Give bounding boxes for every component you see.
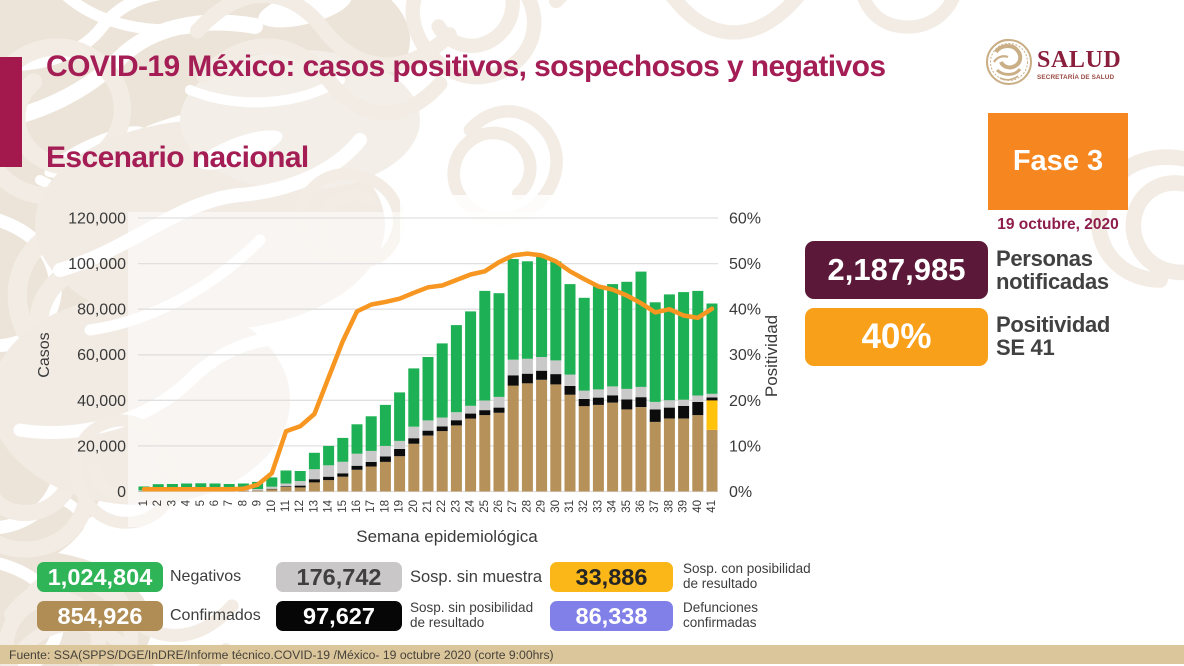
svg-text:37: 37 <box>649 500 661 513</box>
svg-text:15: 15 <box>337 500 349 513</box>
svg-text:30: 30 <box>550 500 562 513</box>
svg-text:41: 41 <box>706 500 718 513</box>
svg-text:20%: 20% <box>729 393 761 410</box>
svg-text:9: 9 <box>252 500 264 506</box>
svg-text:5: 5 <box>195 500 207 506</box>
svg-text:12: 12 <box>294 500 306 513</box>
svg-text:26: 26 <box>493 500 505 513</box>
svg-text:33: 33 <box>592 500 604 513</box>
svg-text:40,000: 40,000 <box>77 393 126 410</box>
svg-text:20,000: 20,000 <box>77 438 126 455</box>
svg-text:Semana epidemiológica: Semana epidemiológica <box>356 527 538 546</box>
svg-text:22: 22 <box>436 500 448 513</box>
svg-text:10: 10 <box>266 500 278 513</box>
svg-text:60,000: 60,000 <box>77 347 126 364</box>
svg-text:7: 7 <box>223 500 235 506</box>
svg-text:1: 1 <box>138 500 150 506</box>
svg-text:29: 29 <box>536 500 548 513</box>
svg-text:6: 6 <box>209 500 221 506</box>
svg-text:21: 21 <box>422 500 434 513</box>
svg-text:23: 23 <box>450 500 462 513</box>
svg-text:32: 32 <box>578 500 590 513</box>
svg-text:27: 27 <box>507 500 519 513</box>
svg-text:100,000: 100,000 <box>68 256 126 273</box>
svg-text:8: 8 <box>237 500 249 506</box>
svg-text:20: 20 <box>408 500 420 513</box>
svg-text:30%: 30% <box>729 347 761 364</box>
svg-text:14: 14 <box>323 499 335 512</box>
svg-text:10%: 10% <box>729 438 761 455</box>
svg-text:34: 34 <box>607 499 619 512</box>
svg-text:3: 3 <box>166 500 178 506</box>
svg-text:4: 4 <box>181 499 193 506</box>
svg-text:Positividad: Positividad <box>762 315 781 397</box>
svg-text:18: 18 <box>379 500 391 513</box>
svg-text:SALUD: SALUD <box>1037 47 1121 73</box>
svg-text:0%: 0% <box>729 484 752 501</box>
svg-text:11: 11 <box>280 500 292 512</box>
svg-text:25: 25 <box>479 500 491 513</box>
svg-text:24: 24 <box>465 499 477 512</box>
svg-text:120,000: 120,000 <box>68 211 126 228</box>
svg-text:19: 19 <box>394 500 406 513</box>
svg-text:17: 17 <box>365 500 377 513</box>
svg-text:Casos: Casos <box>36 332 53 377</box>
svg-text:80,000: 80,000 <box>77 302 126 319</box>
svg-text:60%: 60% <box>729 211 761 228</box>
svg-text:39: 39 <box>678 500 690 513</box>
svg-text:40%: 40% <box>729 302 761 319</box>
svg-text:36: 36 <box>635 500 647 513</box>
svg-text:38: 38 <box>663 500 675 513</box>
svg-text:2: 2 <box>152 500 164 506</box>
svg-text:35: 35 <box>621 500 633 513</box>
svg-text:40: 40 <box>692 500 704 513</box>
svg-text:SECRETARÍA DE SALUD: SECRETARÍA DE SALUD <box>1037 72 1114 81</box>
svg-text:16: 16 <box>351 500 363 513</box>
svg-text:28: 28 <box>521 500 533 513</box>
svg-text:50%: 50% <box>729 256 761 273</box>
svg-text:0: 0 <box>117 484 126 501</box>
svg-text:13: 13 <box>308 500 320 513</box>
svg-text:31: 31 <box>564 500 576 513</box>
